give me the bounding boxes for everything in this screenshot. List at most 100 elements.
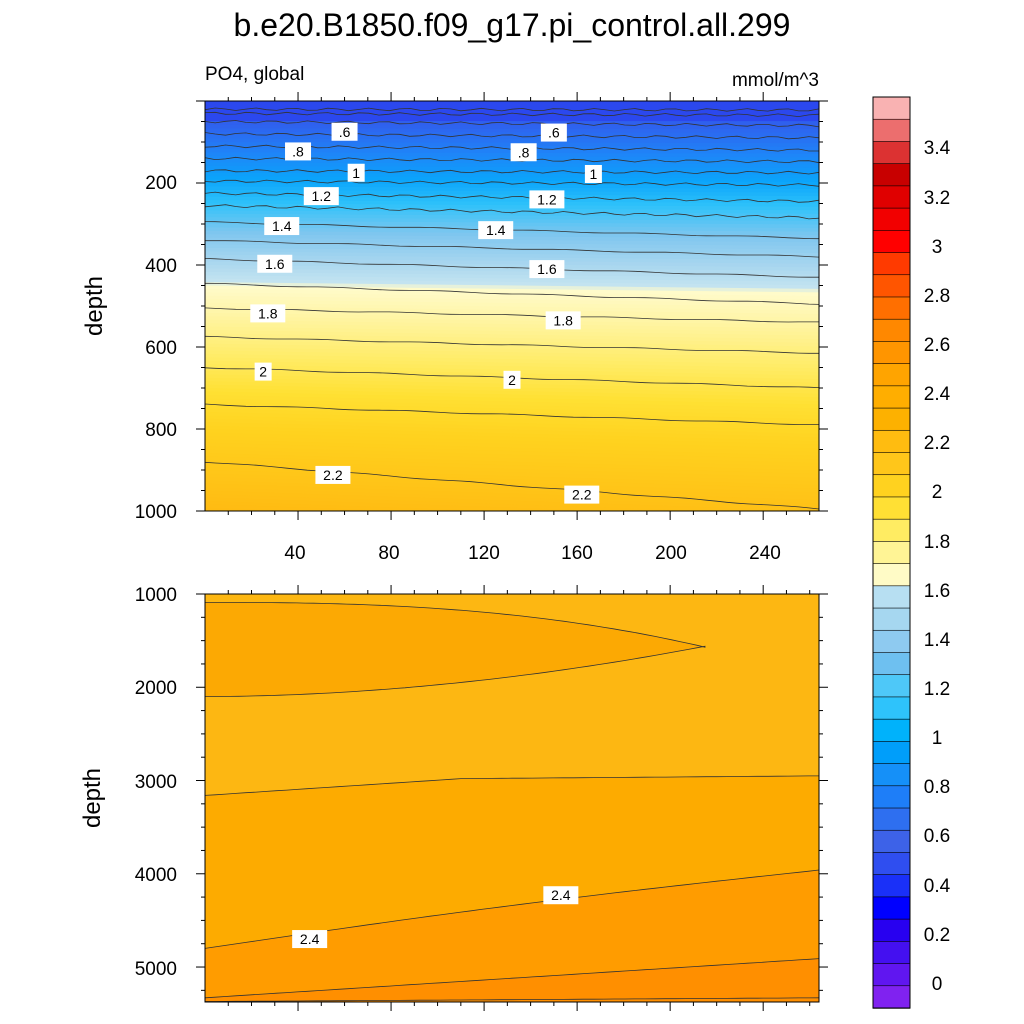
- colorbar-label: 0.4: [924, 876, 951, 897]
- colorbar-label: 1.4: [924, 630, 951, 651]
- upper-fill-band: [205, 357, 819, 373]
- upper-fill-band: [205, 483, 819, 509]
- upper-fill-band: [205, 210, 819, 219]
- upper-fill-band: [205, 271, 819, 283]
- upper-fill-band: [205, 449, 819, 472]
- upper-contour-label-bg: [564, 485, 600, 504]
- upper-fill-band: [205, 418, 819, 439]
- colorbar-box: [872, 96, 911, 120]
- upper-contour-label: 1.8: [258, 305, 278, 321]
- upper-fill-band: [205, 213, 819, 222]
- colorbar-label: 3: [932, 237, 943, 258]
- lower-y-tick-label: 1000: [135, 585, 177, 606]
- colorbar-boxes: [872, 96, 911, 1009]
- upper-fill-band: [205, 446, 819, 468]
- upper-fill-band: [205, 340, 819, 355]
- lower-contour-label: 2.4: [300, 931, 320, 947]
- lower-y-tick-label: 4000: [135, 865, 177, 886]
- upper-fill-band: [205, 452, 819, 475]
- lower-y-tick-labels: 1000 2000 3000 4000 5000: [135, 585, 177, 980]
- colorbar-label: 1: [932, 728, 943, 749]
- colorbar-box: [872, 629, 911, 654]
- main-title: b.e20.B1850.f09_g17.pi_control.all.299: [234, 7, 791, 43]
- upper-fill-band: [205, 473, 819, 497]
- upper-contour-label-bg: [331, 122, 358, 141]
- colorbar-label: 1.6: [924, 581, 950, 602]
- upper-fill-band: [205, 381, 819, 399]
- upper-contour-line: [205, 461, 819, 510]
- upper-fill-band: [205, 415, 819, 435]
- lower-fill-band: [205, 602, 706, 697]
- upper-contour-label: 2: [508, 372, 516, 388]
- upper-fill-band: [205, 425, 819, 446]
- colorbar-frame: [872, 96, 911, 1009]
- upper-contour-label-bg: [478, 221, 514, 240]
- upper-fill-band: [205, 384, 819, 402]
- upper-contour-label-bg: [303, 187, 339, 206]
- colorbar-label: 1.8: [924, 532, 950, 553]
- colorbar-box: [872, 385, 911, 409]
- upper-x-tick-label: 200: [655, 543, 687, 564]
- upper-contour-line: [205, 111, 819, 118]
- colorbar-box: [872, 941, 911, 965]
- upper-fill-band: [205, 493, 715, 511]
- upper-contour-label: .8: [292, 143, 304, 159]
- upper-contour-label: 2.2: [572, 487, 592, 503]
- upper-x-tick-label: 80: [378, 543, 399, 564]
- upper-contour-label-bg: [503, 370, 521, 389]
- colorbar-box: [872, 563, 911, 587]
- colorbar-box: [872, 674, 911, 698]
- upper-fill-band: [205, 466, 819, 490]
- upper-fill-band: [205, 101, 819, 121]
- upper-contour-label: 2: [259, 364, 267, 380]
- upper-fill-band: [205, 500, 503, 511]
- upper-fill-band: [205, 186, 819, 194]
- colorbar-label: 2.2: [924, 433, 950, 454]
- colorbar-box: [872, 785, 911, 809]
- upper-fill-band: [205, 394, 819, 413]
- upper-fill-band: [205, 206, 819, 215]
- upper-contour-label: 1: [352, 165, 360, 181]
- upper-variable-label: PO4, global: [205, 64, 304, 85]
- upper-fill-band: [205, 401, 819, 421]
- upper-contour-line: [205, 403, 819, 425]
- colorbar-box: [872, 207, 911, 232]
- upper-fill-band: [205, 333, 819, 348]
- upper-fill-band: [205, 456, 819, 479]
- upper-contour-line: [205, 258, 819, 278]
- colorbar-box: [872, 652, 911, 676]
- upper-contour-label: 1.4: [486, 222, 506, 238]
- upper-contour-label-bg: [315, 465, 351, 484]
- upper-panel: .6 .6 .8 .8 1 1 1.2 1.2 1.4 1.4 1.6 1.6 1.8 1.8 2 2 2.2 2…: [81, 92, 828, 564]
- colorbar-label: 1.2: [924, 679, 950, 700]
- lower-y-tick-label: 2000: [135, 678, 177, 699]
- colorbar-box: [872, 296, 911, 320]
- upper-contour-label-bg: [285, 142, 312, 161]
- colorbar-box: [872, 607, 911, 631]
- upper-contour-line: [205, 107, 819, 112]
- colorbar-box: [872, 896, 911, 920]
- colorbar-label: 0.8: [924, 777, 950, 798]
- upper-contour-label: 1.4: [272, 218, 292, 234]
- colorbar-box: [872, 474, 911, 498]
- upper-fill-band: [205, 497, 607, 511]
- upper-fill-band: [205, 306, 819, 319]
- colorbar-box: [872, 318, 911, 343]
- upper-fill-band: [205, 268, 819, 280]
- upper-fill-band: [205, 408, 819, 428]
- colorbar-box: [872, 829, 911, 854]
- lower-contour-label-bg: [543, 886, 579, 905]
- upper-fill-band: [205, 302, 819, 315]
- upper-contour-label-bg: [529, 190, 565, 209]
- upper-x-tick-label: 240: [749, 543, 781, 564]
- upper-contour-line: [205, 179, 819, 187]
- colorbar-box: [872, 518, 911, 543]
- upper-ticks: [196, 92, 828, 520]
- upper-fill-band: [205, 275, 819, 287]
- upper-contour-line: [205, 120, 819, 128]
- upper-y-tick-label: 400: [145, 256, 177, 277]
- upper-y-tick-labels: 200 400 600 800 1000: [135, 173, 177, 523]
- colorbar-box: [872, 185, 911, 209]
- lower-ticks: [196, 585, 828, 1011]
- upper-fill-band: [205, 470, 819, 494]
